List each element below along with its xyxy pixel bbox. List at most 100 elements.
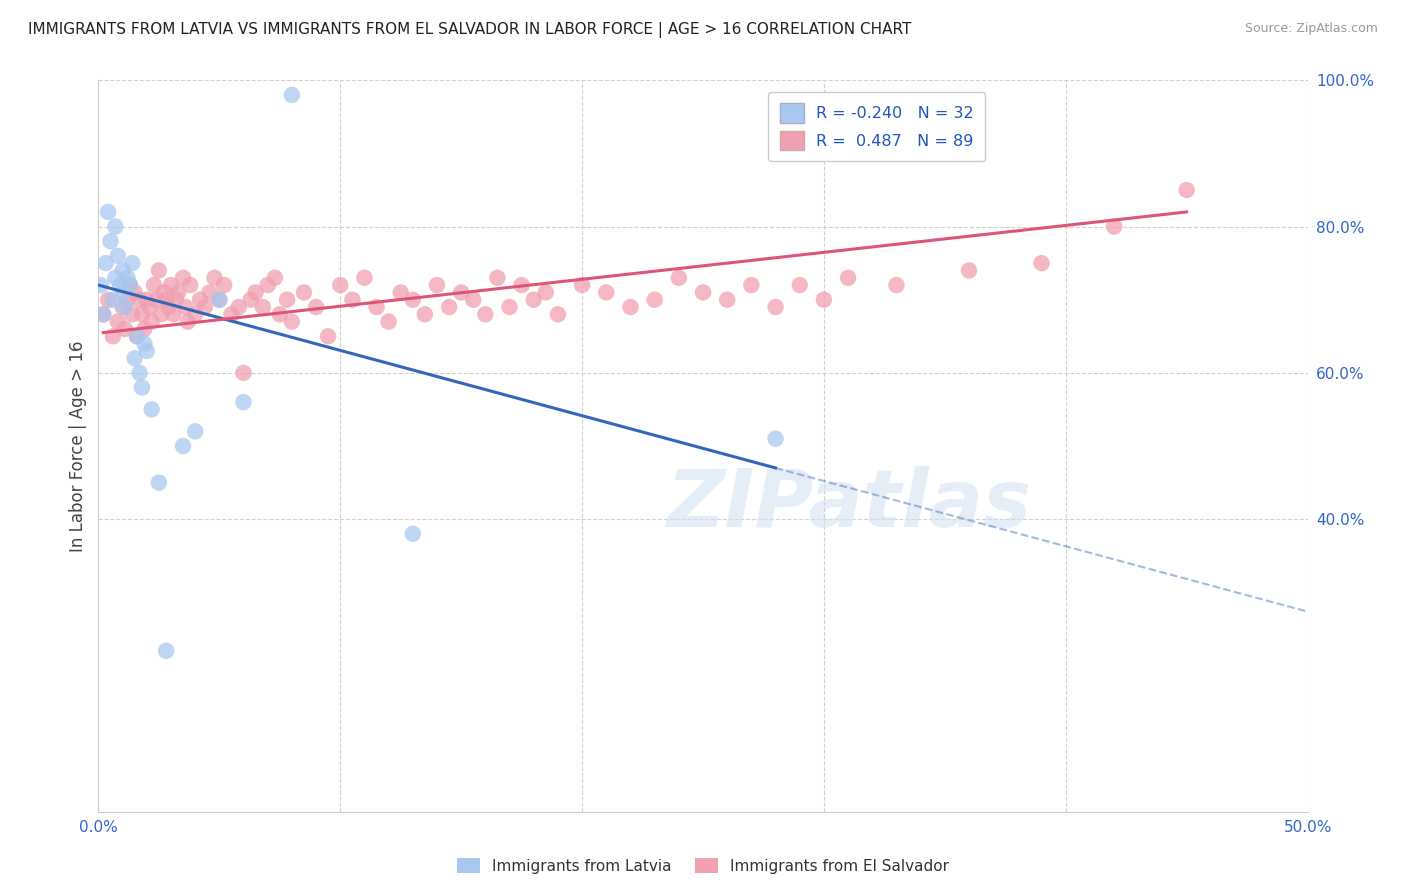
- Point: [252, 300, 274, 314]
- Point: [1175, 183, 1198, 197]
- Point: [152, 285, 174, 300]
- Point: [91, 307, 114, 321]
- Point: [131, 307, 153, 321]
- Point: [212, 278, 235, 293]
- Point: [172, 439, 194, 453]
- Point: [101, 293, 124, 307]
- Point: [716, 293, 738, 307]
- Point: [97, 205, 120, 219]
- Point: [177, 315, 200, 329]
- Point: [138, 300, 160, 314]
- Point: [269, 307, 291, 321]
- Point: [208, 293, 231, 307]
- Point: [94, 256, 117, 270]
- Point: [204, 270, 226, 285]
- Legend: Immigrants from Latvia, Immigrants from El Salvador: Immigrants from Latvia, Immigrants from …: [451, 852, 955, 880]
- Point: [789, 278, 811, 293]
- Point: [595, 285, 617, 300]
- Point: [510, 278, 533, 293]
- Point: [426, 278, 449, 293]
- Point: [474, 307, 496, 321]
- Point: [143, 278, 166, 293]
- Point: [329, 278, 352, 293]
- Point: [124, 351, 146, 366]
- Point: [377, 315, 399, 329]
- Point: [134, 322, 156, 336]
- Point: [162, 307, 184, 321]
- Point: [342, 293, 364, 307]
- Point: [127, 329, 149, 343]
- Point: [208, 293, 231, 307]
- Point: [740, 278, 762, 293]
- Point: [1031, 256, 1053, 270]
- Point: [174, 300, 197, 314]
- Point: [155, 293, 177, 307]
- Point: [121, 256, 143, 270]
- Point: [644, 293, 666, 307]
- Point: [402, 526, 425, 541]
- Point: [547, 307, 569, 321]
- Point: [111, 263, 134, 277]
- Point: [765, 300, 787, 314]
- Point: [366, 300, 388, 314]
- Point: [91, 307, 114, 321]
- Point: [668, 270, 690, 285]
- Point: [571, 278, 593, 293]
- Point: [124, 285, 146, 300]
- Point: [135, 343, 157, 358]
- Point: [264, 270, 287, 285]
- Point: [316, 329, 339, 343]
- Point: [486, 270, 509, 285]
- Text: ZIPatlas: ZIPatlas: [665, 466, 1031, 543]
- Point: [104, 219, 127, 234]
- Point: [957, 263, 980, 277]
- Point: [498, 300, 520, 314]
- Point: [402, 293, 425, 307]
- Point: [160, 278, 183, 293]
- Point: [184, 425, 207, 439]
- Point: [134, 336, 156, 351]
- Point: [107, 249, 129, 263]
- Point: [232, 395, 254, 409]
- Point: [281, 315, 304, 329]
- Point: [114, 300, 136, 314]
- Point: [121, 307, 143, 321]
- Point: [167, 285, 190, 300]
- Point: [256, 278, 278, 293]
- Point: [97, 293, 120, 307]
- Point: [765, 432, 787, 446]
- Y-axis label: In Labor Force | Age > 16: In Labor Force | Age > 16: [69, 340, 87, 552]
- Point: [141, 315, 163, 329]
- Point: [281, 87, 304, 102]
- Point: [128, 366, 150, 380]
- Point: [221, 307, 243, 321]
- Point: [239, 293, 262, 307]
- Text: Source: ZipAtlas.com: Source: ZipAtlas.com: [1244, 22, 1378, 36]
- Point: [619, 300, 641, 314]
- Point: [118, 278, 141, 293]
- Point: [150, 307, 173, 321]
- Point: [179, 278, 201, 293]
- Point: [305, 300, 328, 314]
- Point: [692, 285, 714, 300]
- Point: [184, 307, 207, 321]
- Point: [276, 293, 298, 307]
- Point: [127, 329, 149, 343]
- Point: [437, 300, 460, 314]
- Point: [232, 366, 254, 380]
- Point: [523, 293, 546, 307]
- Point: [534, 285, 557, 300]
- Point: [111, 285, 134, 300]
- Point: [165, 293, 187, 307]
- Point: [148, 475, 170, 490]
- Point: [108, 278, 131, 293]
- Point: [198, 285, 221, 300]
- Point: [131, 380, 153, 394]
- Legend: R = -0.240   N = 32, R =  0.487   N = 89: R = -0.240 N = 32, R = 0.487 N = 89: [769, 92, 986, 161]
- Point: [245, 285, 267, 300]
- Point: [111, 300, 134, 314]
- Point: [114, 322, 136, 336]
- Point: [128, 293, 150, 307]
- Point: [90, 278, 112, 293]
- Point: [1102, 219, 1125, 234]
